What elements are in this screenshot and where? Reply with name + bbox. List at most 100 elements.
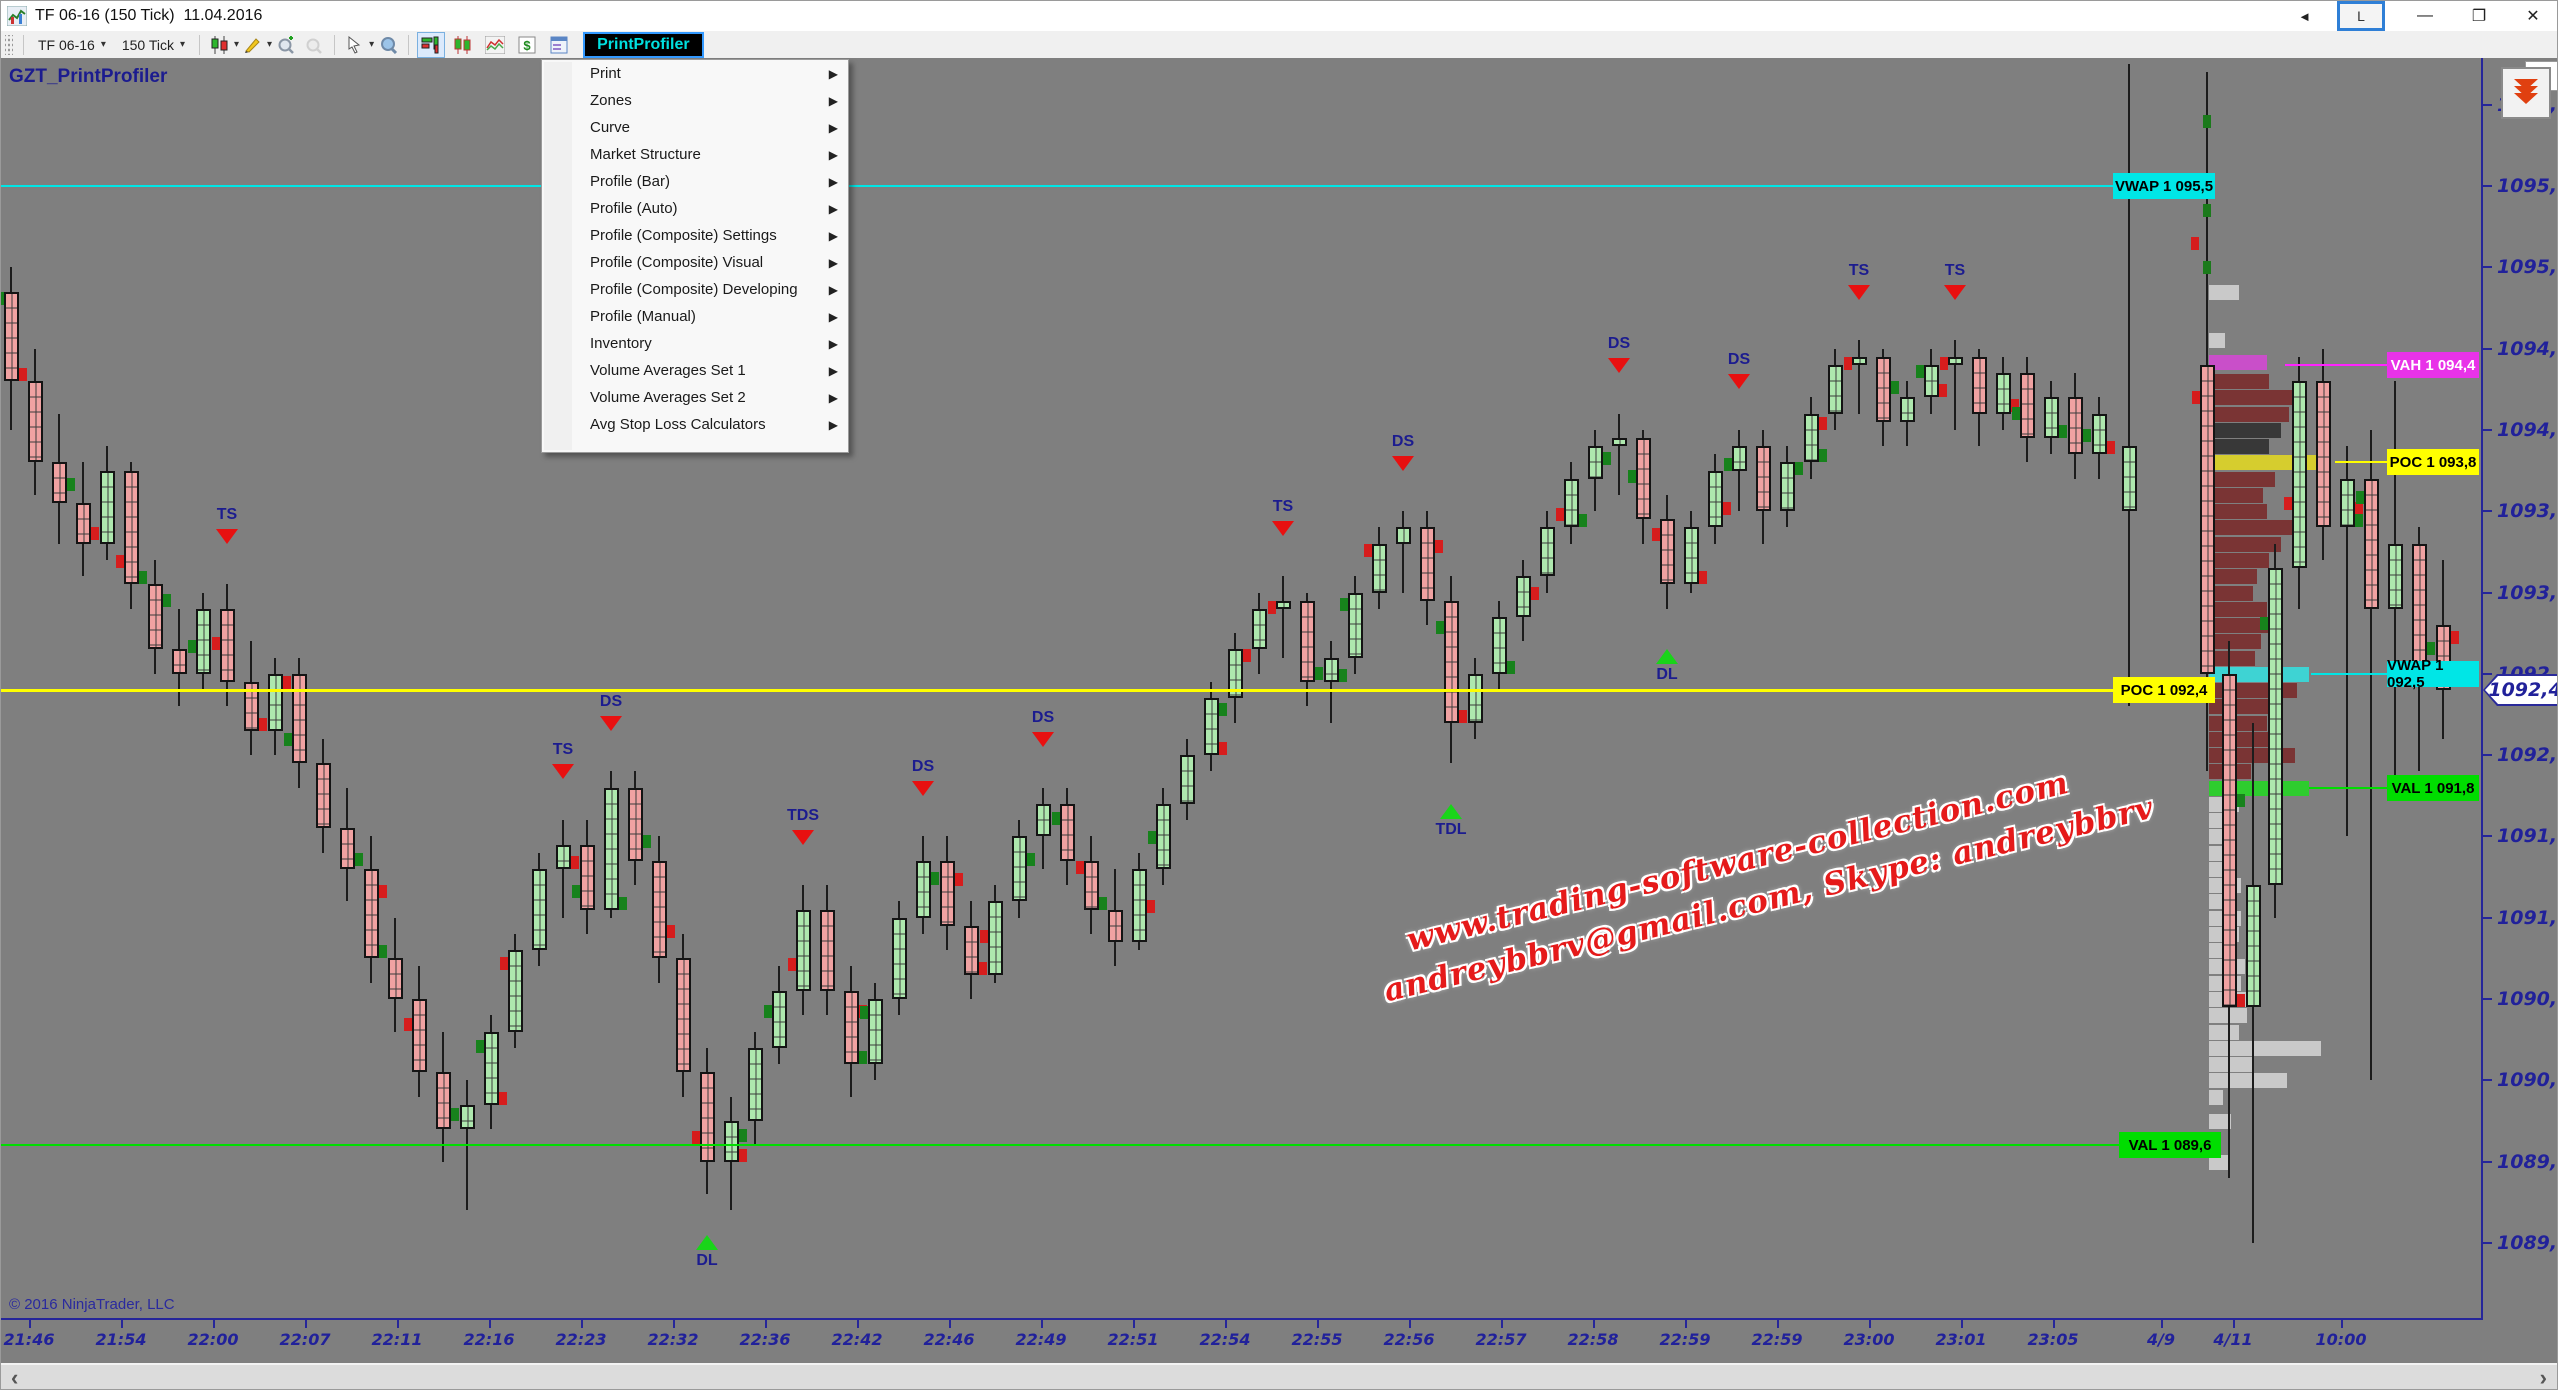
cursor-icon xyxy=(348,35,361,54)
print-block xyxy=(1628,470,1636,483)
menu-item-print[interactable]: Print ▶ xyxy=(590,65,838,82)
time-tick xyxy=(2161,1320,2163,1328)
data-magnifier-button[interactable] xyxy=(375,34,401,56)
time-label: 21:54 xyxy=(95,1330,147,1349)
time-label: 22:00 xyxy=(187,1330,239,1349)
candle xyxy=(412,999,427,1072)
menu-item-avg-stop-loss-calculators[interactable]: Avg Stop Loss Calculators ▶ xyxy=(590,416,838,433)
data-series-button[interactable] xyxy=(545,32,573,58)
horizontal-scrollbar[interactable]: ‹ › xyxy=(1,1363,2557,1390)
price-label: 1093,5 xyxy=(2497,500,2558,522)
time-label: 4/11 xyxy=(2213,1330,2253,1349)
zoom-out-icon xyxy=(306,38,322,54)
menu-item-volume-averages-set-1[interactable]: Volume Averages Set 1 ▶ xyxy=(590,362,838,379)
submenu-arrow-icon: ▶ xyxy=(828,93,838,108)
print-block xyxy=(1027,853,1035,866)
time-label: 22:56 xyxy=(1383,1330,1435,1349)
chevron-down-icon[interactable]: ▾ xyxy=(369,39,375,50)
printprofiler-menu-button[interactable]: PrintProfiler xyxy=(583,31,704,58)
minimize-button[interactable]: — xyxy=(2417,7,2433,24)
back-arrow-icon[interactable]: ◄ xyxy=(2298,8,2311,24)
link-button[interactable]: L xyxy=(2337,1,2385,31)
time-tick xyxy=(1501,1320,1503,1328)
submenu-arrow-icon: ▶ xyxy=(828,336,838,351)
print-block xyxy=(1436,621,1444,634)
buy-signal-icon xyxy=(1656,649,1678,664)
print-block xyxy=(1,292,4,305)
candle xyxy=(1228,649,1243,698)
print-block xyxy=(955,873,963,886)
market-depth-button[interactable] xyxy=(417,31,446,58)
menu-item-profile-auto[interactable]: Profile (Auto) ▶ xyxy=(590,200,838,217)
menu-item-profile-manual[interactable]: Profile (Manual) ▶ xyxy=(590,308,838,325)
profile-bar xyxy=(2209,553,2269,568)
print-block xyxy=(116,555,124,568)
menu-item-profile-bar[interactable]: Profile (Bar) ▶ xyxy=(590,173,838,190)
instrument-selector[interactable]: TF 06-16 ▾ xyxy=(38,36,106,53)
menu-item-zones[interactable]: Zones ▶ xyxy=(590,92,838,109)
print-block xyxy=(379,945,387,958)
time-label: 23:05 xyxy=(2027,1330,2079,1349)
print-block xyxy=(1052,812,1060,825)
print-block xyxy=(2260,617,2268,630)
chevron-down-icon[interactable]: ▾ xyxy=(267,39,273,50)
account-data-button[interactable]: $ xyxy=(513,32,541,58)
chart-panel[interactable]: VWAP 1 095,5 POC 1 092,4 VAL 1 089,6 VAH 1 … xyxy=(1,58,2558,1363)
time-tick xyxy=(1225,1320,1227,1328)
candle xyxy=(2122,446,2137,511)
axis-labels-layer: 21:46 21:54 22:00 22:07 22:11 22:16 22:23 22:32… xyxy=(1,58,2558,1363)
candle xyxy=(2316,381,2331,527)
menu-item-volume-averages-set-2[interactable]: Volume Averages Set 2 ▶ xyxy=(590,389,838,406)
candle xyxy=(1036,804,1051,836)
time-tick xyxy=(1685,1320,1687,1328)
time-label: 22:49 xyxy=(1015,1330,1067,1349)
scroll-left-icon[interactable]: ‹ xyxy=(11,1365,19,1390)
cursor-tool-button[interactable] xyxy=(342,34,368,56)
candle xyxy=(580,845,595,910)
menu-item-profile-composite-settings[interactable]: Profile (Composite) Settings ▶ xyxy=(590,227,838,244)
indicators-button[interactable] xyxy=(481,32,509,58)
autoscale-button[interactable] xyxy=(2501,67,2551,119)
menu-item-profile-composite-visual[interactable]: Profile (Composite) Visual ▶ xyxy=(590,254,838,271)
time-tick xyxy=(1961,1320,1963,1328)
sell-signal-icon xyxy=(216,529,238,544)
time-axis-line xyxy=(1,1318,2481,1320)
print-block xyxy=(1148,831,1156,844)
zoom-out-button[interactable] xyxy=(301,34,327,56)
toolbar-grip[interactable] xyxy=(5,34,13,55)
interval-selector[interactable]: 150 Tick ▾ xyxy=(121,36,186,53)
draw-tool-button[interactable] xyxy=(240,34,266,56)
price-level-line xyxy=(1,1144,2119,1146)
candle xyxy=(76,503,91,544)
print-block xyxy=(2284,497,2292,510)
price-axis-line[interactable] xyxy=(2481,58,2483,1320)
chevron-down-icon[interactable]: ▾ xyxy=(234,39,240,50)
price-tick xyxy=(2482,348,2492,350)
candles-icon xyxy=(454,35,471,54)
print-block xyxy=(1795,462,1803,475)
menu-item-market-structure[interactable]: Market Structure ▶ xyxy=(590,146,838,163)
profile-bar xyxy=(2209,390,2301,405)
scroll-right-icon[interactable]: › xyxy=(2539,1365,2547,1390)
menu-item-profile-composite-developing[interactable]: Profile (Composite) Developing ▶ xyxy=(590,281,838,298)
candle xyxy=(604,788,619,910)
signal-label: TDL xyxy=(1435,821,1467,838)
print-block xyxy=(788,958,796,971)
candle xyxy=(1612,438,1627,446)
menu-item-curve[interactable]: Curve ▶ xyxy=(590,119,838,136)
candle xyxy=(1372,544,1387,593)
candle xyxy=(772,991,787,1048)
chart-trader-button[interactable] xyxy=(449,32,477,58)
close-button[interactable]: ✕ xyxy=(2526,8,2540,25)
candle xyxy=(1204,698,1219,755)
menu-item-inventory[interactable]: Inventory ▶ xyxy=(590,335,838,352)
sell-signal-icon xyxy=(1608,358,1630,373)
restore-button[interactable]: ❐ xyxy=(2471,8,2487,25)
time-tick xyxy=(213,1320,215,1328)
candle xyxy=(2388,544,2403,609)
sell-signal-icon xyxy=(1392,456,1414,471)
chart-style-button[interactable] xyxy=(207,34,233,56)
profile-bar xyxy=(2209,537,2281,552)
price-level-line xyxy=(1,689,2113,692)
zoom-in-button[interactable] xyxy=(273,34,299,56)
